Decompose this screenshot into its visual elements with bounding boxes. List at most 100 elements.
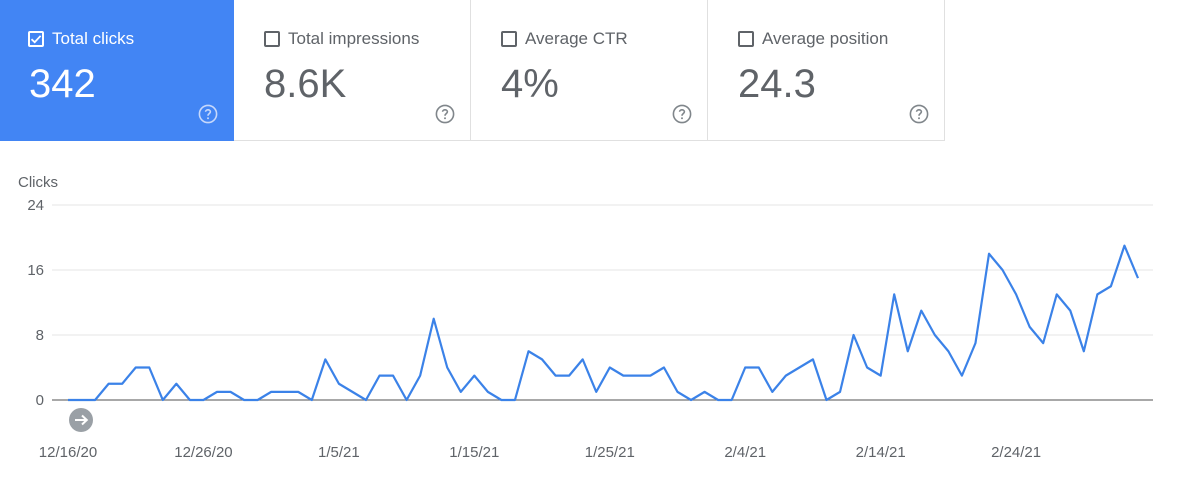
- data-point[interactable]: [863, 364, 871, 372]
- y-tick-label: 16: [27, 262, 44, 279]
- data-point[interactable]: [118, 380, 126, 388]
- data-point[interactable]: [1134, 274, 1142, 282]
- data-point[interactable]: [755, 364, 763, 372]
- data-point[interactable]: [240, 396, 248, 404]
- data-point[interactable]: [850, 331, 858, 339]
- metric-card-average-ctr[interactable]: Average CTR 4%: [471, 0, 708, 141]
- data-point[interactable]: [985, 250, 993, 258]
- data-point[interactable]: [795, 364, 803, 372]
- data-point[interactable]: [254, 396, 262, 404]
- data-point[interactable]: [606, 364, 614, 372]
- data-point[interactable]: [619, 372, 627, 380]
- data-point[interactable]: [944, 347, 952, 355]
- data-point[interactable]: [172, 380, 180, 388]
- data-point[interactable]: [646, 372, 654, 380]
- data-point[interactable]: [430, 315, 438, 323]
- checkbox-unchecked-icon[interactable]: [738, 31, 754, 47]
- data-point[interactable]: [511, 396, 519, 404]
- data-point[interactable]: [1026, 323, 1034, 331]
- checkbox-checked-icon[interactable]: [28, 31, 44, 47]
- data-point[interactable]: [294, 388, 302, 396]
- metric-card-header: Average CTR: [501, 29, 628, 49]
- data-point[interactable]: [132, 364, 140, 372]
- data-point[interactable]: [389, 372, 397, 380]
- data-point[interactable]: [768, 388, 776, 396]
- data-point[interactable]: [376, 372, 384, 380]
- data-point[interactable]: [78, 396, 86, 404]
- x-tick-label: 12/26/20: [174, 444, 232, 461]
- help-icon[interactable]: [198, 104, 218, 124]
- data-point[interactable]: [1053, 290, 1061, 298]
- data-point[interactable]: [362, 396, 370, 404]
- data-point[interactable]: [105, 380, 113, 388]
- data-point[interactable]: [470, 372, 478, 380]
- data-point[interactable]: [159, 396, 167, 404]
- data-point[interactable]: [999, 266, 1007, 274]
- data-point[interactable]: [538, 355, 546, 363]
- data-point[interactable]: [348, 388, 356, 396]
- data-point[interactable]: [579, 355, 587, 363]
- data-point[interactable]: [1039, 339, 1047, 347]
- data-point[interactable]: [443, 364, 451, 372]
- data-point[interactable]: [403, 396, 411, 404]
- data-point[interactable]: [64, 396, 72, 404]
- data-point[interactable]: [877, 372, 885, 380]
- data-point[interactable]: [416, 372, 424, 380]
- data-point[interactable]: [91, 396, 99, 404]
- data-point[interactable]: [714, 396, 722, 404]
- data-point[interactable]: [931, 331, 939, 339]
- data-point[interactable]: [186, 396, 194, 404]
- data-point[interactable]: [592, 388, 600, 396]
- data-point[interactable]: [701, 388, 709, 396]
- data-point[interactable]: [227, 388, 235, 396]
- data-point[interactable]: [497, 396, 505, 404]
- data-point[interactable]: [484, 388, 492, 396]
- data-point[interactable]: [728, 396, 736, 404]
- data-point[interactable]: [917, 307, 925, 315]
- metric-card-total-impressions[interactable]: Total impressions 8.6K: [234, 0, 471, 141]
- data-point[interactable]: [267, 388, 275, 396]
- data-point[interactable]: [904, 347, 912, 355]
- data-point[interactable]: [673, 388, 681, 396]
- metric-card-header: Average position: [738, 29, 888, 49]
- metric-card-average-position[interactable]: Average position 24.3: [708, 0, 945, 141]
- data-point[interactable]: [633, 372, 641, 380]
- data-point[interactable]: [1107, 282, 1115, 290]
- data-point[interactable]: [335, 380, 343, 388]
- help-icon[interactable]: [435, 104, 455, 124]
- data-point[interactable]: [1012, 290, 1020, 298]
- data-point[interactable]: [145, 364, 153, 372]
- data-point[interactable]: [822, 396, 830, 404]
- data-point[interactable]: [281, 388, 289, 396]
- data-point[interactable]: [958, 372, 966, 380]
- data-point[interactable]: [1066, 307, 1074, 315]
- data-point[interactable]: [552, 372, 560, 380]
- x-tick-label: 2/4/21: [724, 444, 766, 461]
- data-point[interactable]: [741, 364, 749, 372]
- data-point[interactable]: [213, 388, 221, 396]
- x-tick-label: 1/25/21: [585, 444, 635, 461]
- timeline-start-marker[interactable]: [69, 408, 93, 432]
- checkbox-unchecked-icon[interactable]: [501, 31, 517, 47]
- data-point[interactable]: [525, 347, 533, 355]
- data-point[interactable]: [1093, 290, 1101, 298]
- metric-card-total-clicks[interactable]: Total clicks 342: [0, 0, 234, 141]
- data-point[interactable]: [687, 396, 695, 404]
- data-point[interactable]: [809, 355, 817, 363]
- data-point[interactable]: [890, 290, 898, 298]
- data-point[interactable]: [782, 372, 790, 380]
- help-icon[interactable]: [672, 104, 692, 124]
- data-point[interactable]: [308, 396, 316, 404]
- data-point[interactable]: [660, 364, 668, 372]
- data-point[interactable]: [971, 339, 979, 347]
- data-point[interactable]: [565, 372, 573, 380]
- data-point[interactable]: [836, 388, 844, 396]
- checkbox-unchecked-icon[interactable]: [264, 31, 280, 47]
- data-point[interactable]: [457, 388, 465, 396]
- data-point[interactable]: [321, 355, 329, 363]
- data-point[interactable]: [199, 396, 207, 404]
- series-line-clicks[interactable]: [68, 244, 1140, 402]
- help-icon[interactable]: [909, 104, 929, 124]
- data-point[interactable]: [1120, 242, 1128, 250]
- data-point[interactable]: [1080, 347, 1088, 355]
